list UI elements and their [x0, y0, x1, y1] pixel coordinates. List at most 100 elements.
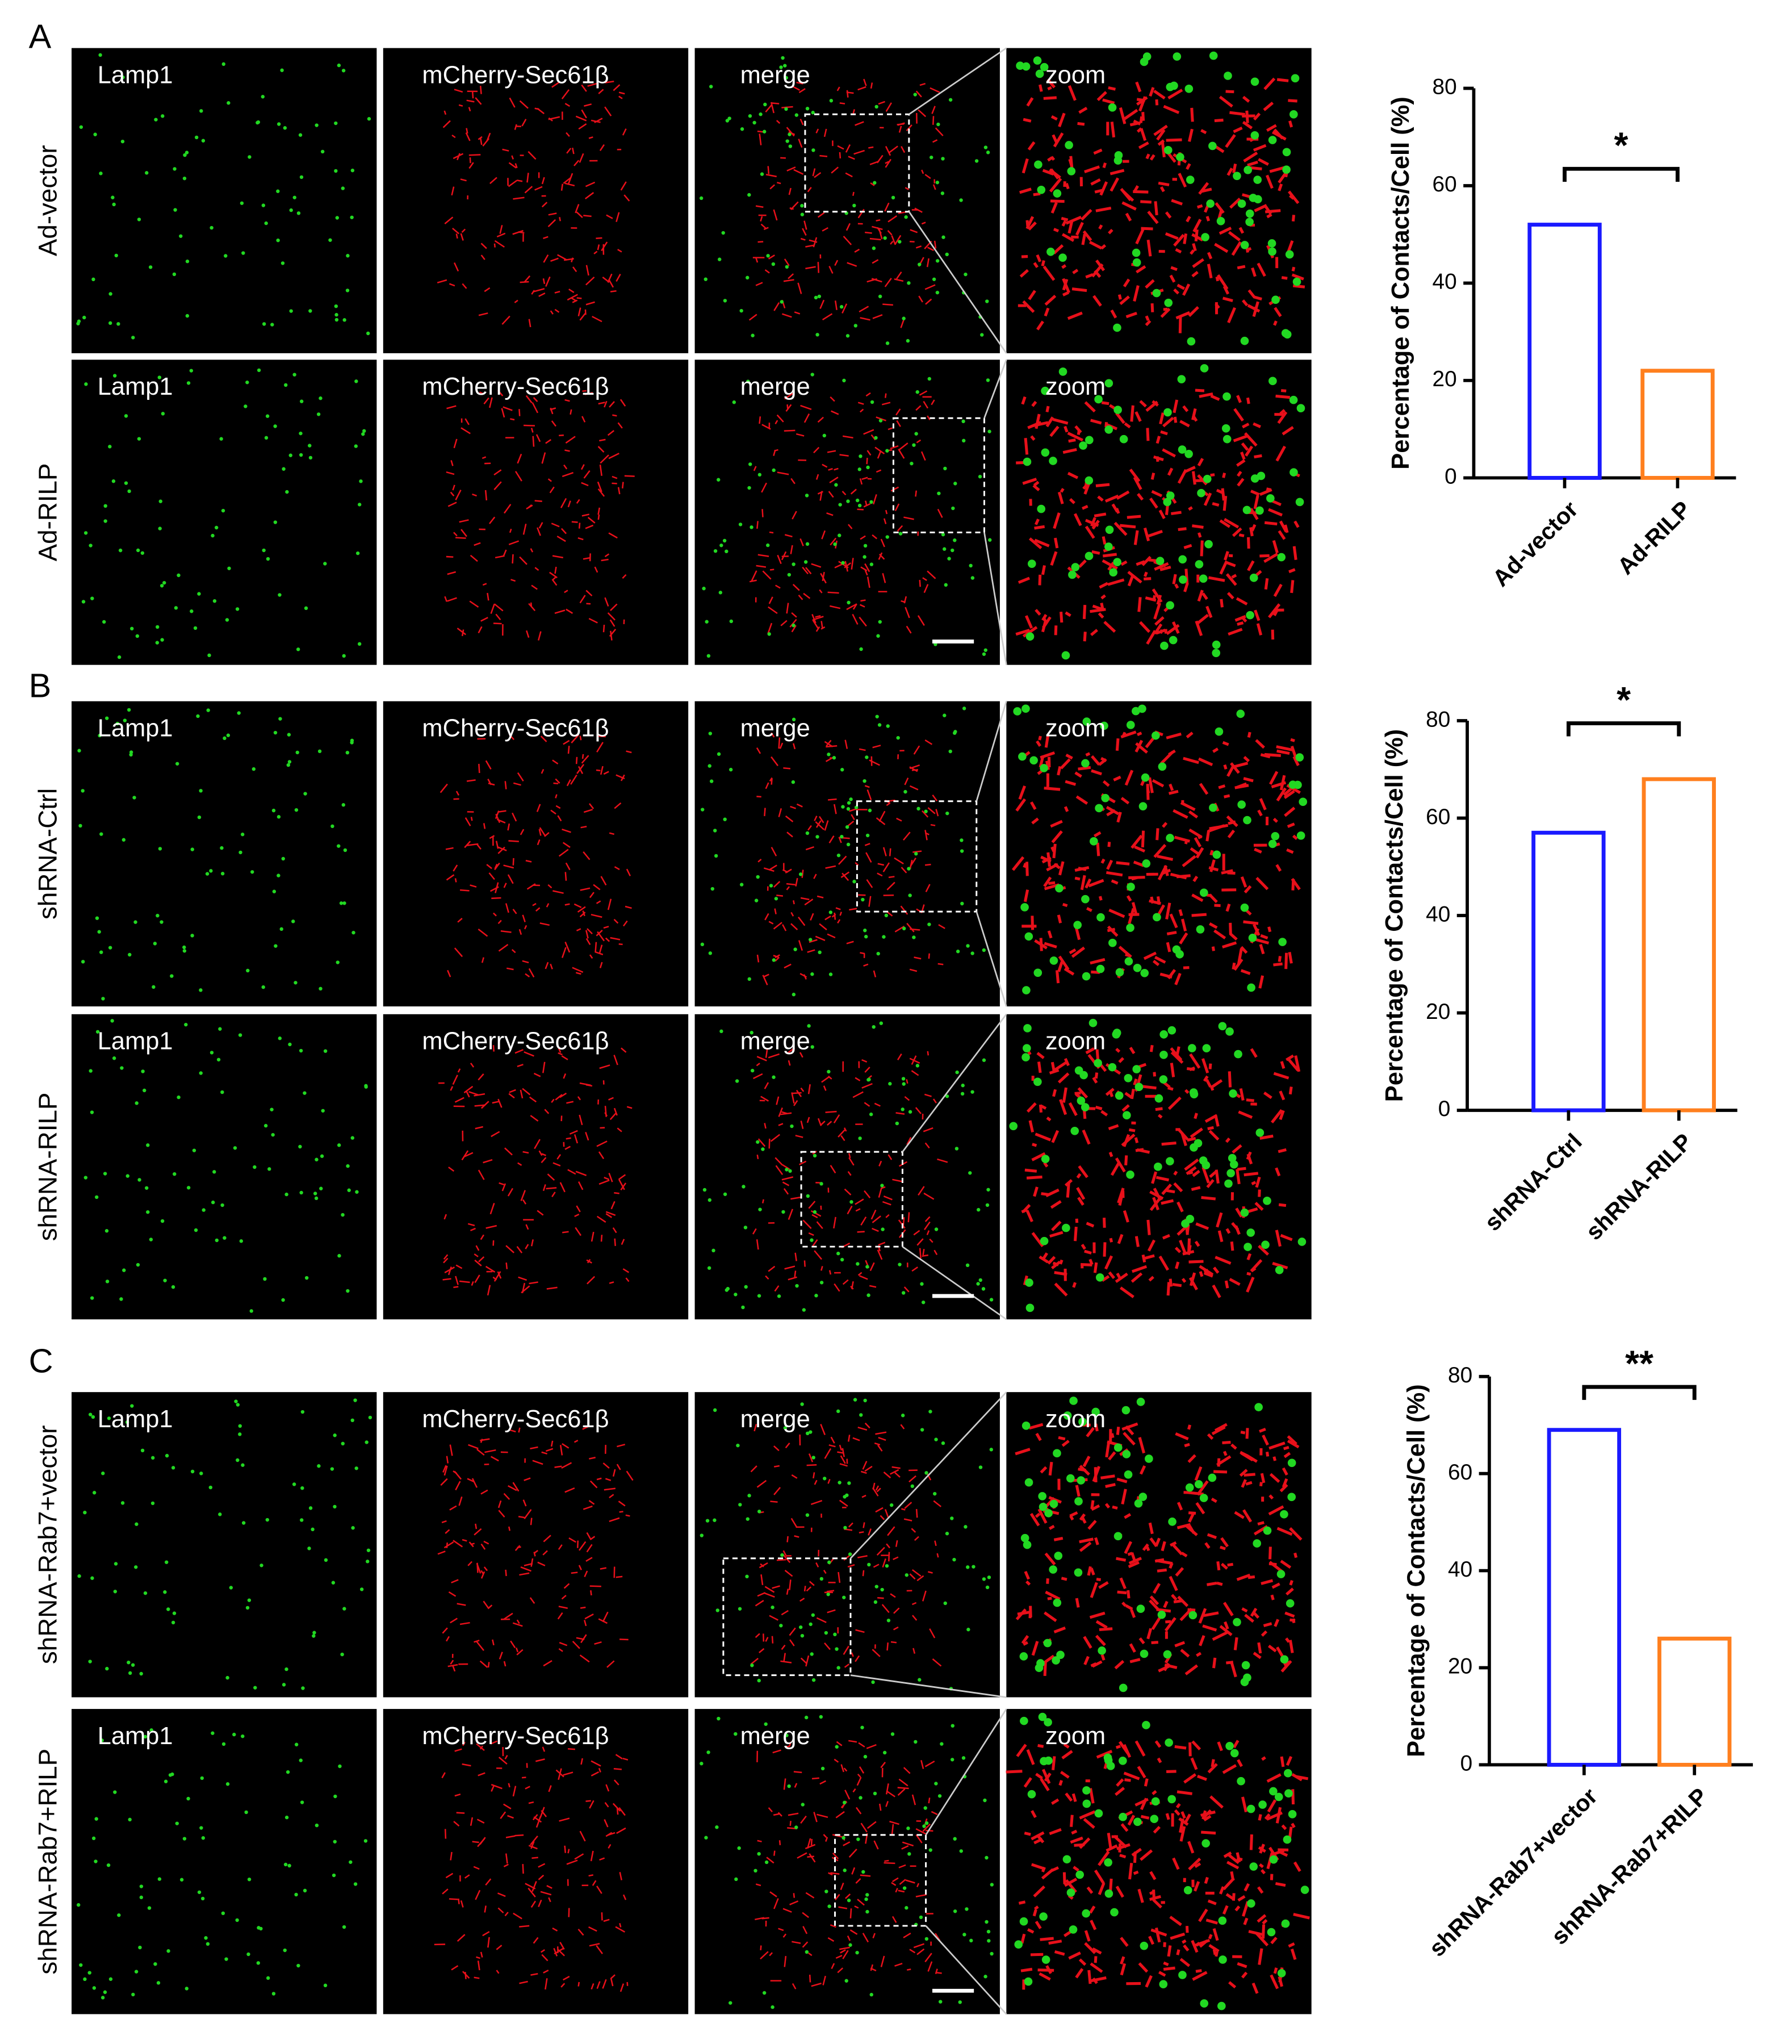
er-texture [500, 930, 512, 933]
er-texture [1226, 592, 1234, 600]
er-texture [1259, 798, 1267, 810]
er-texture [444, 1829, 447, 1839]
er-texture [1212, 1657, 1217, 1669]
er-texture [552, 890, 564, 894]
er-texture [1045, 1590, 1061, 1600]
er-texture [757, 859, 762, 863]
er-texture [1266, 1811, 1283, 1821]
lysosome-texture [172, 272, 177, 277]
lysosome-texture [1094, 1059, 1102, 1068]
er-texture [894, 1472, 901, 1478]
er-texture [1259, 1863, 1264, 1869]
er-texture [790, 201, 799, 210]
lysosome-texture [256, 120, 261, 124]
er-texture [514, 163, 518, 169]
er-texture [1253, 144, 1267, 152]
er-texture [618, 1179, 625, 1190]
lysosome-texture [901, 1414, 905, 1418]
er-texture [764, 973, 769, 977]
lysosome-texture [953, 731, 957, 735]
er-texture [766, 1857, 774, 1864]
lysosome-texture [865, 1265, 869, 1269]
micrograph [72, 360, 377, 665]
er-texture [1190, 1757, 1198, 1770]
lysosome-texture [888, 1082, 892, 1086]
lysosome-texture [150, 1501, 155, 1506]
er-texture [1197, 590, 1204, 602]
er-texture [926, 1230, 930, 1235]
er-texture [483, 1540, 489, 1545]
lysosome-texture [241, 1521, 246, 1525]
er-texture [773, 881, 781, 888]
er-texture [1064, 1878, 1078, 1887]
er-texture [895, 1888, 898, 1893]
lysosome-texture [179, 1878, 184, 1882]
er-texture [885, 146, 891, 156]
er-texture [883, 1196, 893, 1201]
lysosome-texture [1245, 218, 1254, 227]
er-texture [770, 1500, 778, 1503]
er-texture [497, 1892, 506, 1897]
er-texture [913, 1943, 925, 1949]
lysosome-texture [313, 1192, 317, 1196]
er-texture [579, 912, 586, 918]
er-texture [479, 1660, 488, 1668]
er-texture [790, 912, 794, 917]
lysosome-texture [819, 1577, 824, 1581]
er-texture [564, 590, 568, 593]
lysosome-texture [346, 254, 350, 258]
lysosome-texture [927, 377, 932, 381]
er-texture [1243, 1172, 1259, 1177]
er-texture [1145, 736, 1155, 749]
er-texture [924, 830, 928, 841]
lysosome-texture [127, 489, 131, 494]
er-texture [1115, 1886, 1124, 1898]
er-texture [581, 513, 590, 517]
lysosome-texture [811, 1456, 815, 1460]
lysosome-texture [983, 1798, 987, 1803]
er-texture [584, 103, 592, 107]
lysosome-texture [718, 591, 723, 595]
er-texture [453, 1470, 458, 1474]
lysosome-texture [805, 831, 810, 835]
er-texture [475, 1126, 483, 1130]
er-texture [1051, 1220, 1062, 1231]
lysosome-texture [1240, 241, 1249, 249]
er-texture [1116, 490, 1130, 500]
lysosome-texture [1233, 172, 1241, 181]
er-texture [886, 1642, 889, 1651]
er-texture [790, 1518, 798, 1528]
er-texture [524, 1509, 532, 1519]
er-texture [864, 1067, 870, 1073]
er-texture [503, 1863, 509, 1867]
er-texture [542, 1550, 548, 1556]
er-texture [797, 1852, 807, 1859]
lysosome-texture [734, 1877, 738, 1882]
lysosome-texture [193, 626, 198, 630]
lysosome-texture [783, 1426, 788, 1430]
lysosome-texture [287, 760, 292, 764]
lysosome-texture [1155, 557, 1165, 566]
er-texture [478, 626, 483, 634]
lysosome-texture [1025, 1303, 1035, 1312]
er-texture [870, 1209, 877, 1220]
er-texture [557, 254, 567, 261]
lysosome-texture [1281, 329, 1290, 337]
er-texture [1145, 315, 1150, 321]
er-texture [1264, 521, 1278, 526]
er-texture [584, 1620, 587, 1627]
er-texture [864, 1190, 871, 1198]
x-tick-label: Ad-vector [1488, 496, 1583, 591]
er-texture [585, 1131, 589, 1141]
er-texture [1179, 1239, 1187, 1253]
er-texture [1091, 520, 1100, 530]
er-texture [1150, 1928, 1167, 1937]
lysosome-texture [1160, 641, 1169, 650]
er-texture [566, 1137, 571, 1140]
er-texture [1143, 951, 1157, 960]
lysosome-texture [987, 1939, 991, 1943]
lysosome-texture [1178, 445, 1187, 454]
lysosome-texture [120, 1501, 125, 1505]
er-texture [1174, 1247, 1182, 1253]
lysosome-texture [810, 1652, 814, 1656]
